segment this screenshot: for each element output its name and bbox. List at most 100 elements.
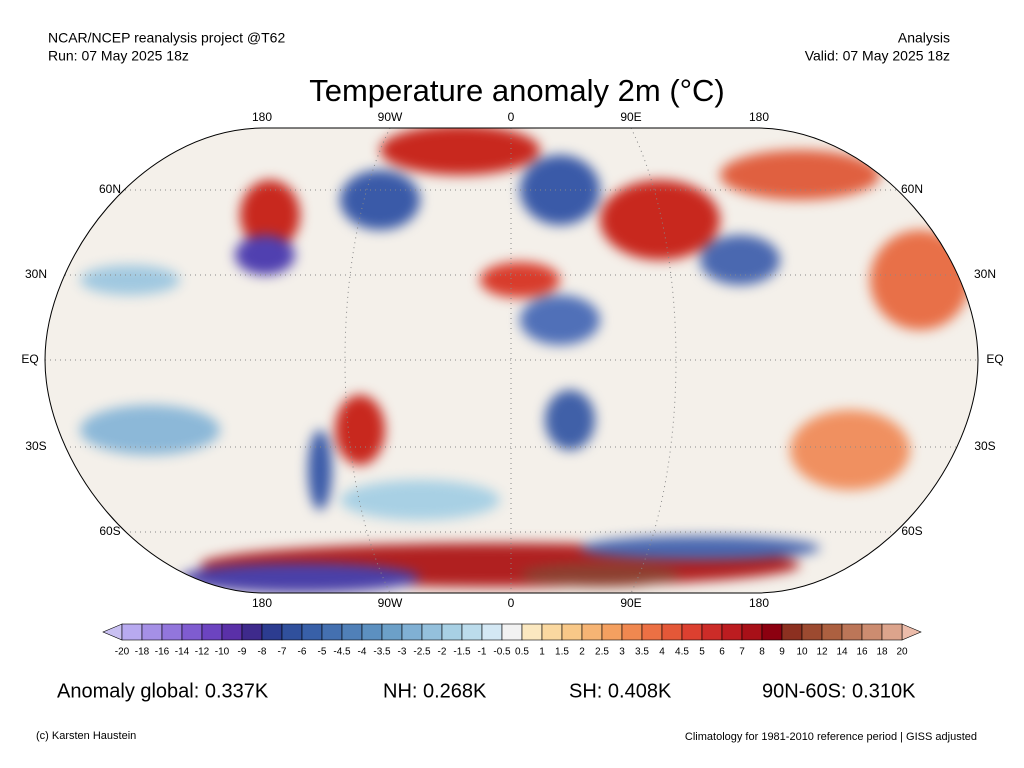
colorbar-label: -20 xyxy=(115,647,130,658)
colorbar-box xyxy=(121,623,143,641)
colorbar-label: -18 xyxy=(135,647,150,658)
colorbar-box xyxy=(441,623,463,641)
header-right: Valid: 07 May 2025 18z xyxy=(805,48,950,64)
lat-label: 30S xyxy=(25,439,46,453)
lon-label: 180 xyxy=(749,596,769,610)
colorbar-box xyxy=(881,623,903,641)
colorbar-box xyxy=(401,623,423,641)
colorbar-box xyxy=(581,623,603,641)
lat-label: EQ xyxy=(986,352,1003,366)
colorbar-box xyxy=(601,623,623,641)
colorbar-box xyxy=(541,623,563,641)
lon-label: 90W xyxy=(378,596,403,610)
colorbar-label: -6 xyxy=(298,647,307,658)
lon-label: 180 xyxy=(749,110,769,124)
colorbar-box xyxy=(741,623,763,641)
colorbar-label: 4.5 xyxy=(675,647,689,658)
colorbar-box xyxy=(321,623,343,641)
colorbar-label: 3.5 xyxy=(635,647,649,658)
colorbar-label: -5 xyxy=(318,647,327,658)
anomaly-field xyxy=(80,128,970,593)
colorbar-label: 2 xyxy=(579,647,585,658)
lat-label: 60S xyxy=(901,524,922,538)
colorbar-box xyxy=(721,623,743,641)
lon-label: 0 xyxy=(508,596,515,610)
colorbar-box xyxy=(481,623,503,641)
colorbar-box xyxy=(221,623,243,641)
colorbar-box xyxy=(861,623,883,641)
lat-label: 30S xyxy=(974,439,995,453)
colorbar-label: -7 xyxy=(278,647,287,658)
colorbar-box xyxy=(301,623,323,641)
colorbar-label: -0.5 xyxy=(493,647,511,658)
lat-label: 60N xyxy=(901,182,923,196)
colorbar-label: -12 xyxy=(195,647,210,658)
colorbar-box xyxy=(241,623,263,641)
colorbar-label: 3 xyxy=(619,647,625,658)
colorbar-extension xyxy=(901,623,922,641)
lat-label: EQ xyxy=(21,352,38,366)
colorbar-label: -14 xyxy=(175,647,190,658)
colorbar-label: -2 xyxy=(438,647,447,658)
map-border xyxy=(44,127,979,594)
colorbar-label: -3.5 xyxy=(373,647,391,658)
header-left: Run: 07 May 2025 18z xyxy=(48,48,189,64)
colorbar-box xyxy=(281,623,303,641)
lon-label: 90E xyxy=(620,110,641,124)
colorbar-label: -1.5 xyxy=(453,647,471,658)
colorbar-label: 7 xyxy=(739,647,745,658)
colorbar-box xyxy=(781,623,803,641)
lat-label: 30N xyxy=(974,267,996,281)
colorbar-box xyxy=(621,623,643,641)
colorbar-box xyxy=(641,623,663,641)
colorbar-box xyxy=(681,623,703,641)
colorbar-box xyxy=(701,623,723,641)
colorbar-box xyxy=(521,623,543,641)
colorbar-box xyxy=(801,623,823,641)
colorbar-box xyxy=(421,623,443,641)
colorbar-label: 4 xyxy=(659,647,665,658)
colorbar-label: 5 xyxy=(699,647,705,658)
lat-label: 60S xyxy=(99,524,120,538)
colorbar-label: -3 xyxy=(398,647,407,658)
colorbar-box xyxy=(841,623,863,641)
colorbar-label: 2.5 xyxy=(595,647,609,658)
colorbar-label: -4 xyxy=(358,647,367,658)
colorbar-box xyxy=(561,623,583,641)
colorbar-label: 14 xyxy=(836,647,848,658)
map xyxy=(45,128,978,593)
colorbar-box xyxy=(141,623,163,641)
map-title: Temperature anomaly 2m (°C) xyxy=(309,73,725,108)
anomaly-stat: SH: 0.408K xyxy=(569,680,672,702)
colorbar-label: 1.5 xyxy=(555,647,569,658)
header-right: Analysis xyxy=(898,30,950,46)
colorbar-label: -9 xyxy=(238,647,247,658)
colorbar-label: 20 xyxy=(896,647,908,658)
colorbar-label: 16 xyxy=(856,647,868,658)
colorbar-box xyxy=(661,623,683,641)
colorbar-label: -10 xyxy=(215,647,230,658)
colorbar-box xyxy=(341,623,363,641)
lon-label: 180 xyxy=(252,110,272,124)
colorbar-extension xyxy=(102,623,123,641)
colorbar-label: -16 xyxy=(155,647,170,658)
colorbar-box xyxy=(761,623,783,641)
lat-label: 30N xyxy=(25,267,47,281)
anomaly-stat: Anomaly global: 0.337K xyxy=(57,680,269,702)
colorbar-label: 6 xyxy=(719,647,725,658)
colorbar-box xyxy=(261,623,283,641)
colorbar-box xyxy=(161,623,183,641)
colorbar-label: -8 xyxy=(258,647,267,658)
anomaly-stat: 90N-60S: 0.310K xyxy=(762,680,916,702)
lon-label: 90W xyxy=(378,110,403,124)
colorbar-label: -2.5 xyxy=(413,647,431,658)
colorbar-label: 0.5 xyxy=(515,647,529,658)
colorbar-label: 1 xyxy=(539,647,545,658)
lat-label: 60N xyxy=(99,182,121,196)
colorbar-label: 8 xyxy=(759,647,765,658)
lon-label: 90E xyxy=(620,596,641,610)
colorbar-box xyxy=(361,623,383,641)
colorbar-box xyxy=(461,623,483,641)
colorbar-box xyxy=(381,623,403,641)
